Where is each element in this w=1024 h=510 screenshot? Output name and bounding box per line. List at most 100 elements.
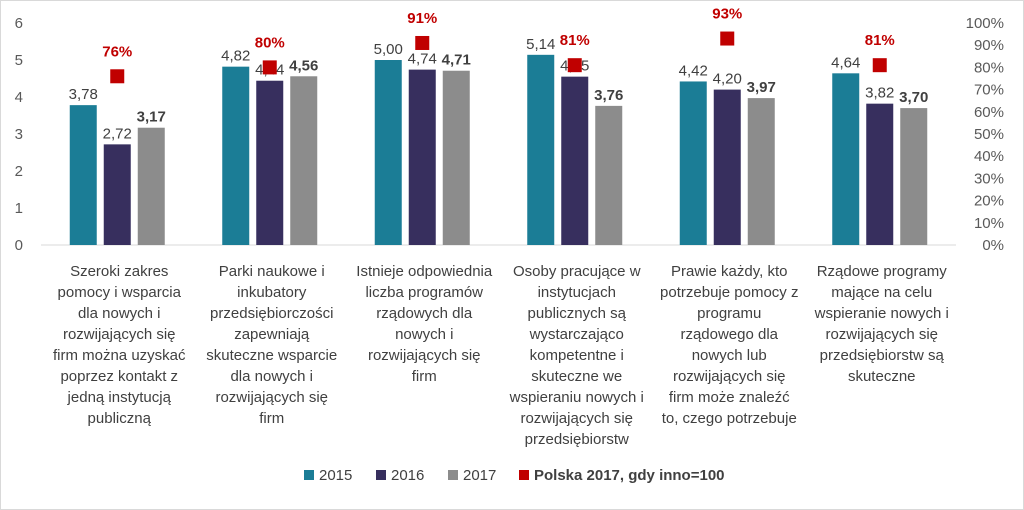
- category-label: poprzez kontakt z: [60, 368, 178, 385]
- legend-swatch-1: [304, 470, 314, 480]
- category-label: rozwijających się: [63, 326, 176, 343]
- data-label-2017: 3,97: [747, 79, 776, 96]
- category-label: przedsiębiorstw są: [820, 347, 945, 364]
- category-label: Rządowe programy: [817, 263, 948, 280]
- percent-label: 81%: [865, 32, 895, 49]
- y-axis-tick-label: 6: [15, 15, 23, 32]
- bar-2016: [103, 144, 131, 245]
- y-axis-tick-label: 5: [15, 52, 23, 69]
- category-label: przedsiębiorczości: [210, 305, 333, 322]
- data-label-2016: 3,82: [865, 85, 894, 102]
- category-label: wspieranie nowych i: [814, 305, 949, 322]
- y-axis-tick-label: 1: [15, 200, 23, 217]
- bar-2016: [866, 103, 894, 245]
- bar-2017: [137, 127, 165, 245]
- bar-2016: [713, 89, 741, 245]
- category-label: skuteczne wsparcie: [206, 347, 337, 364]
- y-axis-tick-label: 3: [15, 126, 23, 143]
- y2-axis-tick-label: 30%: [974, 170, 1004, 187]
- data-label-2015: 4,64: [831, 54, 860, 71]
- category-label: skuteczne we: [531, 368, 622, 385]
- category-label: to, czego potrzebuje: [662, 410, 797, 427]
- category-label: Parki naukowe i: [219, 263, 325, 280]
- category-label: firm: [412, 368, 437, 385]
- percent-label: 93%: [712, 6, 742, 23]
- category-label: nowych lub: [692, 347, 767, 364]
- percent-marker: [720, 31, 735, 46]
- y2-axis-tick-label: 40%: [974, 148, 1004, 165]
- category-label: instytucjach: [538, 284, 616, 301]
- legend-swatch-2: [376, 470, 386, 480]
- category-label: firm może znaleźć: [669, 389, 790, 406]
- percent-marker: [110, 69, 125, 84]
- legend-label-4: Polska 2017, gdy inno=100: [534, 467, 725, 484]
- bar-2015: [374, 60, 402, 245]
- bar-2015: [679, 81, 707, 246]
- category-label: rozwijających się: [215, 389, 328, 406]
- category-label: rozwijających się: [673, 368, 786, 385]
- bar-2016: [256, 80, 284, 245]
- bar-2015: [69, 105, 97, 245]
- category-label: rozwijających się: [520, 410, 633, 427]
- category-label: dla nowych i: [230, 368, 313, 385]
- y2-axis-tick-label: 10%: [974, 215, 1004, 232]
- category-label: rozwijających się: [825, 326, 938, 343]
- bar-2016: [561, 76, 589, 246]
- category-label: pomocy i wsparcia: [58, 284, 182, 301]
- data-label-2017: 4,56: [289, 57, 318, 74]
- category-label: inkubatory: [237, 284, 307, 301]
- category-label: mające na celu: [831, 284, 932, 301]
- category-label: firm: [259, 410, 284, 427]
- category-label: publiczną: [88, 410, 152, 427]
- data-label-2015: 5,00: [374, 41, 403, 58]
- y2-axis-tick-label: 100%: [966, 15, 1004, 32]
- data-label-2015: 4,82: [221, 48, 250, 65]
- y-axis-tick-label: 4: [15, 89, 23, 106]
- category-label: Szeroki zakres: [70, 263, 168, 280]
- y2-axis-tick-label: 60%: [974, 104, 1004, 121]
- data-label-2015: 5,14: [526, 36, 555, 53]
- legend-swatch-4: [519, 470, 529, 480]
- category-label: programu: [697, 305, 761, 322]
- data-label-2017: 3,76: [594, 87, 623, 104]
- bar-2017: [595, 105, 623, 245]
- y-axis-tick-label: 2: [15, 163, 23, 180]
- category-label: firm można uzyskać: [53, 347, 186, 364]
- data-label-2016: 4,20: [713, 71, 742, 88]
- category-label: potrzebuje pomocy z: [660, 284, 798, 301]
- category-label: Istnieje odpowiednia: [356, 263, 493, 280]
- y2-axis-tick-label: 20%: [974, 193, 1004, 210]
- bar-2015: [832, 73, 860, 245]
- data-label-2016: 4,74: [408, 51, 437, 68]
- data-label-2017: 3,70: [899, 89, 928, 106]
- bar-2015: [527, 54, 555, 245]
- y2-axis-tick-label: 50%: [974, 126, 1004, 143]
- bar-2017: [290, 76, 318, 245]
- legend-label-2: 2016: [391, 467, 424, 484]
- category-label: wystarczająco: [529, 326, 624, 343]
- data-label-2015: 3,78: [69, 86, 98, 103]
- category-label: skuteczne: [848, 368, 916, 385]
- legend-label-3: 2017: [463, 467, 496, 484]
- percent-label: 80%: [255, 34, 285, 51]
- category-label: zapewniają: [234, 326, 310, 343]
- category-label: dla nowych i: [78, 305, 161, 322]
- data-label-2015: 4,42: [679, 62, 708, 79]
- legend-swatch-3: [448, 470, 458, 480]
- y2-axis-tick-label: 0%: [982, 237, 1004, 254]
- category-label: nowych i: [395, 326, 453, 343]
- y-axis-tick-label: 0: [15, 237, 23, 254]
- category-label: rozwijających się: [368, 347, 481, 364]
- bar-2015: [222, 66, 250, 245]
- percent-label: 81%: [560, 32, 590, 49]
- category-label: jedną instytucją: [67, 389, 172, 406]
- percent-marker: [262, 60, 277, 75]
- y2-axis-tick-label: 90%: [974, 37, 1004, 54]
- category-label: Osoby pracujące w: [513, 263, 641, 280]
- percent-label: 76%: [102, 43, 132, 60]
- category-label: publicznych są: [528, 305, 627, 322]
- category-label: rządowych dla: [376, 305, 473, 322]
- category-label: liczba programów: [365, 284, 483, 301]
